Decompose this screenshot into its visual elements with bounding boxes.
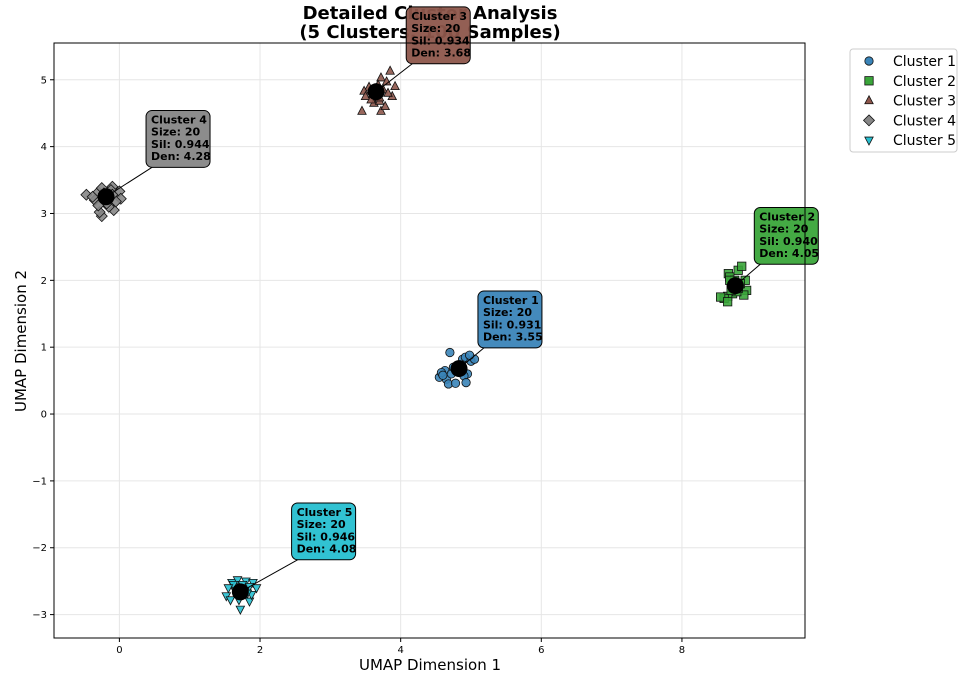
cluster-5-annotation-line: Size: 20 <box>297 518 346 531</box>
y-tick-label: 0 <box>41 410 47 421</box>
cluster-3-point <box>376 105 386 115</box>
cluster-4-point <box>80 188 93 201</box>
legend-box <box>849 48 958 153</box>
cluster-5-annotation-line: Cluster 5 <box>297 506 353 519</box>
x-tick-label: 8 <box>679 645 685 656</box>
cluster-3-annotation-box <box>405 6 471 65</box>
cluster-3-point <box>383 87 393 97</box>
legend-label: Cluster 4 <box>893 113 956 129</box>
x-tick-label: 6 <box>538 645 544 656</box>
cluster-4-annotation-box <box>145 110 211 168</box>
cluster-1-annotation-line: Cluster 1 <box>483 294 539 307</box>
cluster-3-point <box>376 72 386 82</box>
cluster-5-point <box>235 605 246 615</box>
cluster-2-annotation-leader <box>735 263 761 287</box>
y-tick-label: 1 <box>41 343 47 354</box>
cluster-5-annotation-line: Sil: 0.946 <box>297 530 356 543</box>
x-tick-label: 0 <box>116 645 122 656</box>
cluster-5-point <box>223 584 234 594</box>
cluster-5-annotation-leader <box>240 559 298 593</box>
cluster-4-annotation-line: Sil: 0.944 <box>151 138 210 151</box>
cluster-1-annotation-leader <box>458 347 485 369</box>
cluster-3-point <box>385 65 395 75</box>
cluster-4-annotation-line: Den: 4.28 <box>151 150 211 163</box>
legend-marker <box>864 56 874 66</box>
cluster-1-point <box>450 378 461 388</box>
y-tick-label: 3 <box>41 209 47 220</box>
legend-label: Cluster 3 <box>893 94 956 110</box>
cluster-1-annotation-line: Den: 3.55 <box>483 331 543 344</box>
y-tick-label: 5 <box>41 75 47 86</box>
cluster-3-point <box>381 76 392 86</box>
grid <box>54 43 805 638</box>
legend-marker <box>862 114 876 127</box>
cluster-5-point <box>225 596 236 606</box>
cluster-3-point <box>380 100 391 111</box>
cluster-2-annotation-line: Size: 20 <box>759 223 808 236</box>
legend-marker <box>864 76 874 86</box>
x-tick-label: 2 <box>257 645 263 656</box>
cluster-4-annotation-leader <box>105 166 153 198</box>
legend-marker <box>864 94 874 105</box>
cluster-4-annotation-line: Size: 20 <box>151 126 200 139</box>
cluster-5-point <box>232 576 243 586</box>
cluster-5-point <box>244 597 255 607</box>
cluster-1-annotation-box <box>477 290 543 349</box>
x-axis-label: UMAP Dimension 1 <box>359 656 501 674</box>
cluster-3-annotation-line: Size: 20 <box>411 22 460 35</box>
cluster-2-annotation-line: Cluster 2 <box>759 210 815 223</box>
cluster-3-point <box>357 105 367 115</box>
cluster-3-annotation-line: Den: 3.68 <box>411 47 471 60</box>
cluster-1-annotation-line: Sil: 0.931 <box>483 318 542 331</box>
legend-label: Cluster 5 <box>893 133 956 149</box>
cluster-3-point <box>390 80 400 91</box>
cluster-1-annotation-line: Size: 20 <box>483 306 532 319</box>
cluster-1-point <box>464 350 475 360</box>
cluster-3-annotation-leader <box>375 63 413 93</box>
legend: Cluster 1 Cluster 2 Cluster 3 Cluster 4 Clus… <box>849 48 958 153</box>
cluster-2-point <box>737 261 747 271</box>
y-tick-label: −1 <box>32 476 47 487</box>
cluster-2-annotation-line: Den: 4.05 <box>759 247 819 260</box>
legend-marker <box>864 136 874 146</box>
axis-ticks: 0 2 4 6 8 −3 −2 −1 0 1 2 3 4 5 <box>32 75 685 656</box>
cluster-1-point <box>461 378 471 388</box>
plot-frame <box>53 42 806 639</box>
cluster-3-point <box>360 90 371 101</box>
legend-label: Cluster 1 <box>893 54 956 70</box>
cluster-1-point <box>445 347 455 358</box>
y-axis-label: UMAP Dimension 2 <box>12 270 30 412</box>
legend-label: Cluster 2 <box>893 74 956 90</box>
cluster-5-annotation-box <box>291 502 357 561</box>
data-points <box>80 65 752 615</box>
cluster-4-point <box>86 190 99 203</box>
cluster-2-point <box>723 297 733 307</box>
cluster-3-annotation-line: Sil: 0.934 <box>411 34 470 47</box>
cluster-2-annotation-line: Sil: 0.940 <box>759 235 818 248</box>
cluster-1-point <box>438 370 448 380</box>
cluster-2-point <box>716 292 726 302</box>
y-tick-label: 4 <box>41 142 47 153</box>
x-tick-label: 4 <box>397 645 403 656</box>
y-tick-label: 2 <box>41 276 47 287</box>
y-tick-label: −2 <box>32 543 47 554</box>
cluster-5-point <box>251 584 262 594</box>
cluster-5-annotation-line: Den: 4.08 <box>297 543 357 556</box>
y-tick-label: −3 <box>32 610 47 621</box>
cluster-2-annotation-box <box>753 206 819 265</box>
cluster-3-annotation-line: Cluster 3 <box>411 10 467 23</box>
cluster-4-annotation-line: Cluster 4 <box>151 114 207 127</box>
